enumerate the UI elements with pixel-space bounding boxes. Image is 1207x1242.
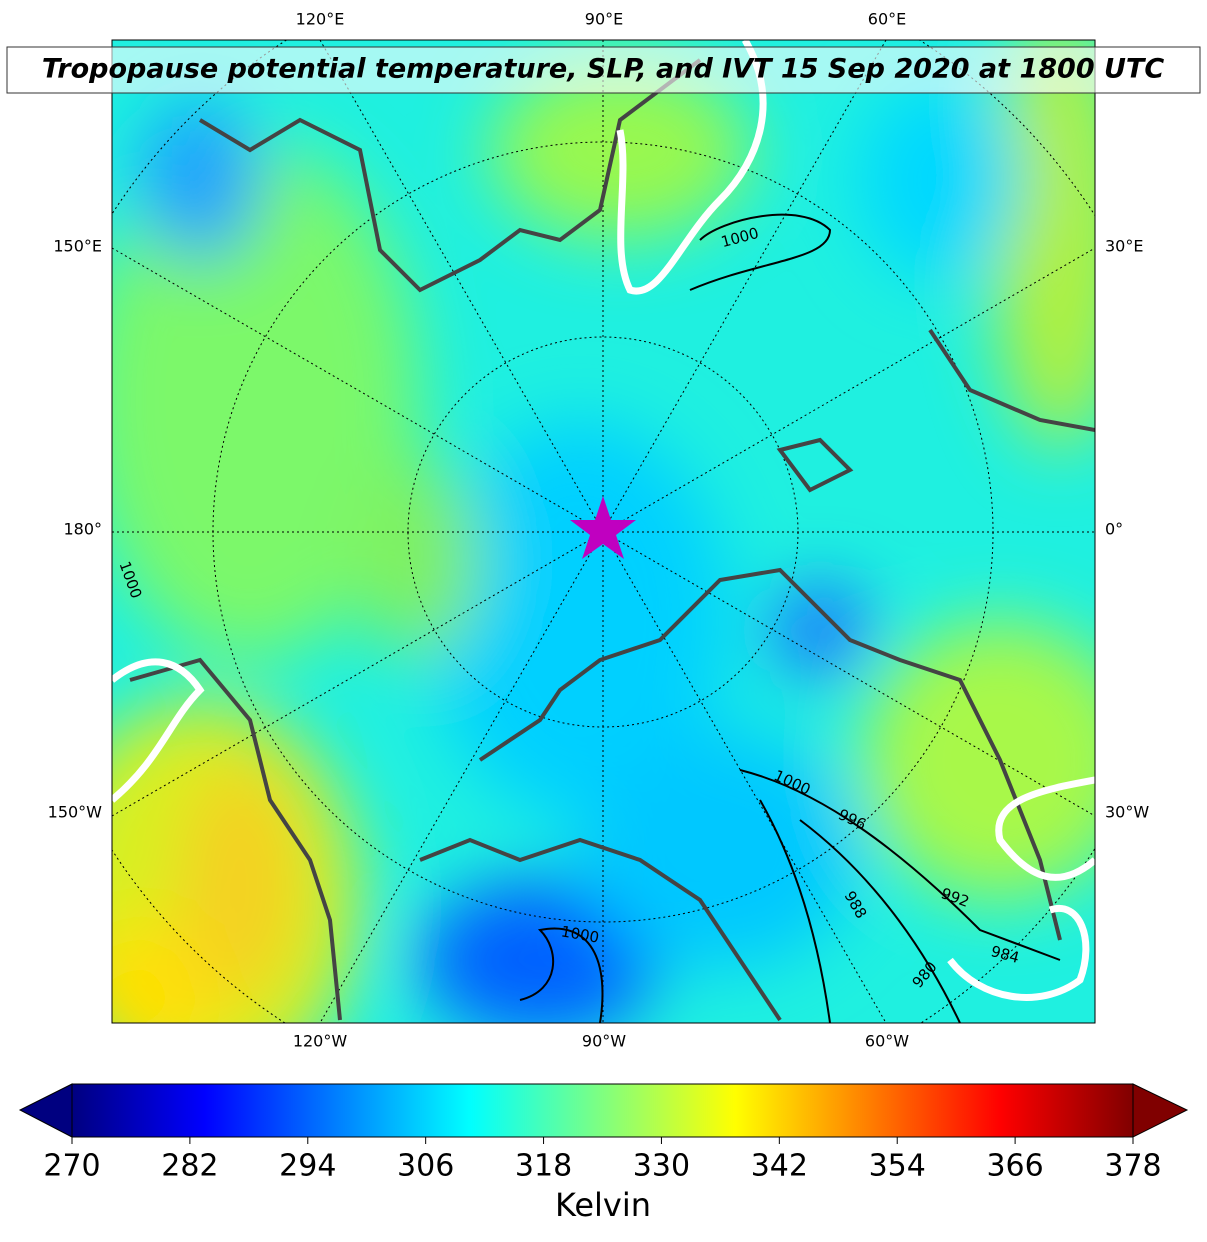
colorbar-tick-label: 270 xyxy=(43,1149,100,1184)
colorbar-tick-label: 366 xyxy=(986,1149,1043,1184)
colorbar-tick-label: 294 xyxy=(279,1149,336,1184)
lon-label: 60°E xyxy=(868,10,906,29)
colorbar-extend-high xyxy=(1132,1083,1189,1138)
map-frame xyxy=(111,39,1096,1024)
coastlines xyxy=(129,58,1095,1022)
colorbar-label: Kelvin xyxy=(555,1186,651,1224)
lon-label: 150°W xyxy=(48,803,103,822)
lon-label: 150°E xyxy=(53,237,102,256)
colorbar-tick-label: 282 xyxy=(161,1149,218,1184)
colorbar-tick-label: 306 xyxy=(397,1149,454,1184)
colorbar-tick-label: 342 xyxy=(751,1149,808,1184)
lon-label: 30°W xyxy=(1105,803,1149,822)
slp-contours xyxy=(519,213,1061,1023)
colorbar-tick-label: 330 xyxy=(633,1149,690,1184)
colorbar xyxy=(71,1083,1134,1138)
lon-label: 90°E xyxy=(585,10,623,29)
pole-star xyxy=(570,496,636,559)
title: Tropopause potential temperature, SLP, a… xyxy=(42,54,1165,85)
lon-label: 90°W xyxy=(582,1032,626,1051)
title-box xyxy=(6,46,1201,94)
lon-label: 60°W xyxy=(865,1032,909,1051)
colorbar-tick-label: 318 xyxy=(515,1149,572,1184)
colorbar-tick-label: 378 xyxy=(1104,1149,1161,1184)
map xyxy=(112,40,1095,1023)
lon-label: 180° xyxy=(63,520,102,539)
lon-label: 120°W xyxy=(293,1032,348,1051)
ivt-contours xyxy=(112,40,1095,1001)
lon-label: 120°E xyxy=(296,10,345,29)
lon-label: 30°E xyxy=(1105,237,1143,256)
lon-label: 0° xyxy=(1105,520,1123,539)
colorbar-extend-low xyxy=(18,1083,73,1138)
colorbar-tick-label: 354 xyxy=(869,1149,926,1184)
